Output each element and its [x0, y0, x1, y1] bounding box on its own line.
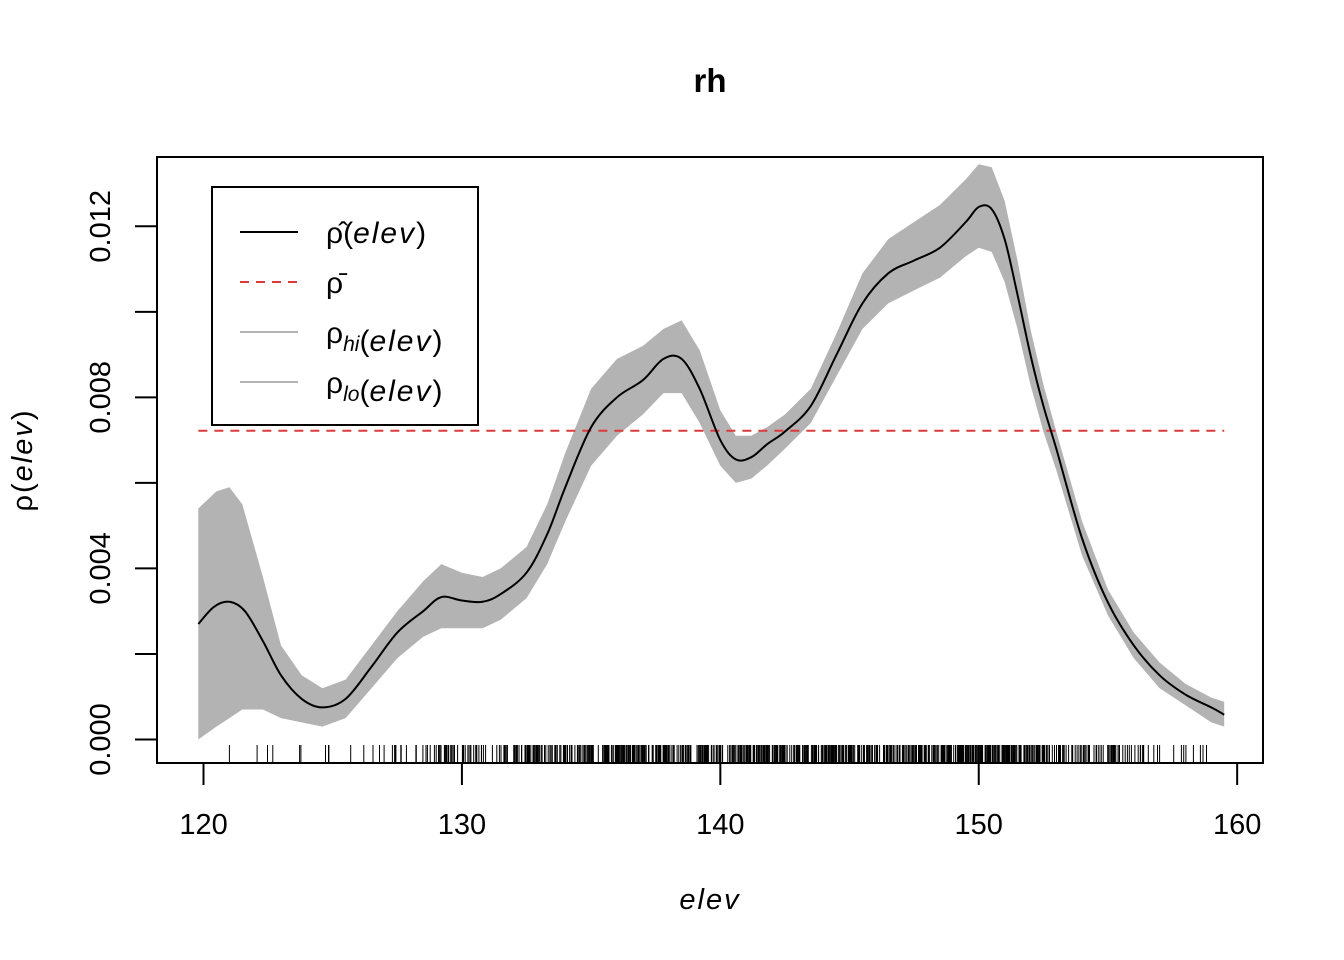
x-tick-label: 120: [179, 809, 227, 841]
legend-label: ρlo(elev): [326, 367, 442, 408]
y-tick-label: 0.004: [85, 532, 117, 605]
legend: ρ̂(elev) ρ̄ ρhi(elev) ρlo(elev): [211, 186, 479, 426]
confidence-band: [198, 164, 1225, 740]
x-tick-label: 150: [955, 809, 1003, 841]
y-axis-label-symbol: ρ: [7, 493, 39, 512]
y-axis: 0.000 0.004 0.008 0.012: [85, 190, 158, 776]
y-axis-label: ρ(elev): [7, 408, 39, 511]
legend-label: ρ̄: [326, 267, 348, 300]
legend-label: ρ̂(elev): [326, 217, 426, 250]
y-tick-label: 0.000: [85, 703, 117, 776]
y-tick-label: 0.012: [85, 190, 117, 263]
x-tick-label: 130: [438, 809, 486, 841]
y-tick-label: 0.008: [85, 361, 117, 434]
x-tick-label: 160: [1213, 809, 1261, 841]
estimate-line: [197, 204, 1225, 716]
legend-label: ρhi(elev): [326, 317, 442, 358]
x-axis-label: elev: [679, 884, 740, 916]
x-axis: 120 130 140 150 160: [179, 762, 1261, 841]
legend-box: [211, 186, 479, 426]
chart-title: rh: [694, 62, 727, 99]
rug: [228, 745, 1207, 763]
plot-area: [197, 164, 1225, 740]
x-tick-label: 140: [696, 809, 744, 841]
y-axis-label-arg: elev: [7, 420, 39, 481]
